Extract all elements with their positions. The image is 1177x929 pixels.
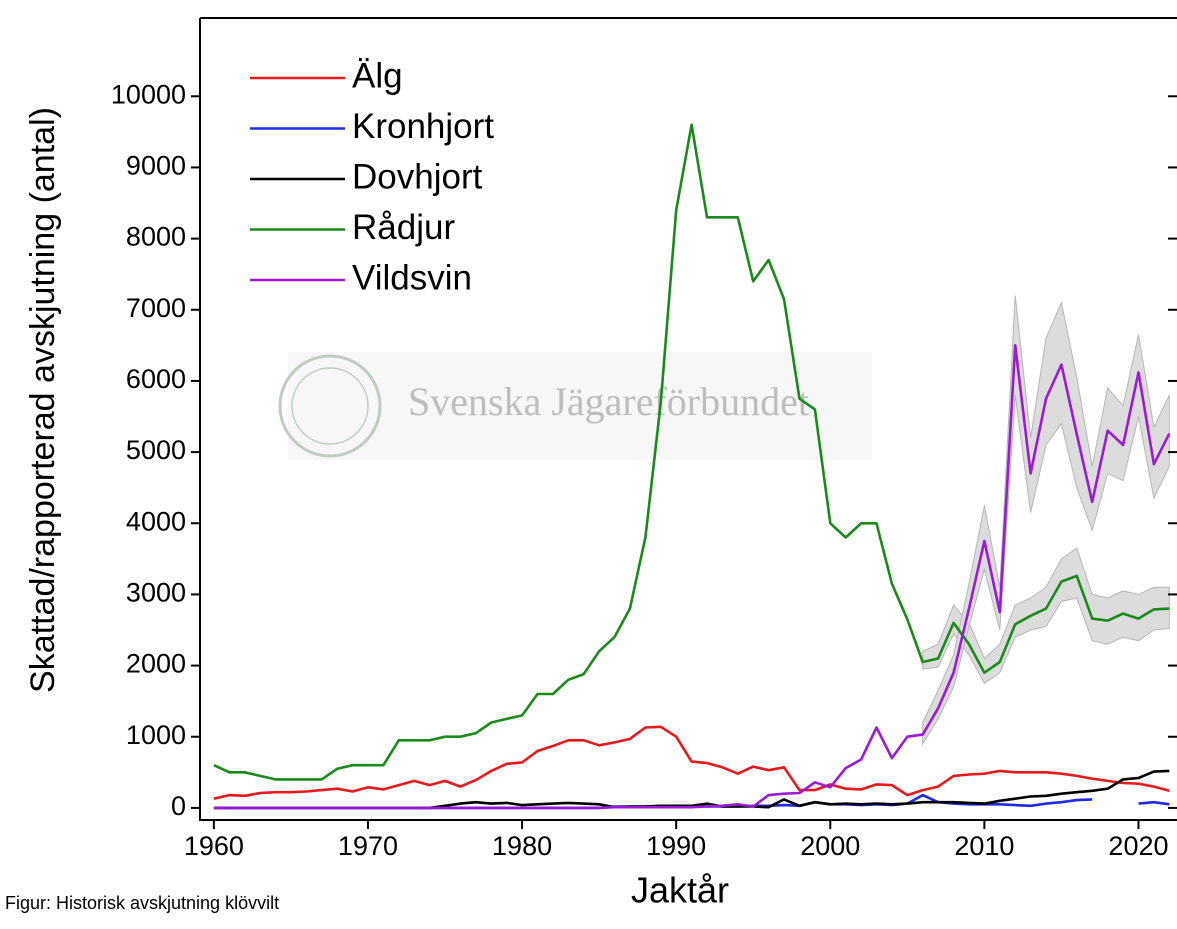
x-tick-label: 2010 [954, 831, 1014, 861]
y-tick-label: 4000 [126, 506, 186, 536]
confidence-band [922, 295, 1170, 746]
watermark: Svenska Jägareförbundet [278, 352, 872, 460]
y-tick-label: 10000 [111, 79, 186, 109]
x-tick-label: 1990 [646, 831, 706, 861]
legend-label: Älg [352, 56, 403, 95]
y-tick-label: 3000 [126, 578, 186, 608]
plot-area [213, 123, 1171, 810]
x-tick-label: 1960 [184, 831, 244, 861]
watermark-emblem [278, 354, 382, 458]
x-tick-label: 2020 [1108, 831, 1168, 861]
legend-label: Rådjur [352, 208, 455, 247]
x-tick-label: 1970 [338, 831, 398, 861]
watermark-bg [288, 352, 872, 460]
x-axis-label: Jaktår [631, 870, 729, 911]
y-tick-label: 8000 [126, 222, 186, 252]
y-tick-label: 5000 [126, 435, 186, 465]
x-tick-label: 1980 [492, 831, 552, 861]
y-tick-label: 2000 [126, 649, 186, 679]
y-tick-label: 1000 [126, 720, 186, 750]
legend-label: Vildsvin [352, 258, 472, 297]
watermark-text: Svenska Jägareförbundet [408, 379, 809, 424]
series-line [213, 344, 1171, 810]
legend-label: Dovhjort [352, 157, 483, 196]
y-tick-label: 0 [171, 791, 186, 821]
caption: Figur: Historisk avskjutning klövvilt [5, 893, 279, 913]
series-line [213, 725, 1170, 800]
confidence-band [922, 547, 1170, 685]
legend-label: Kronhjort [352, 107, 494, 146]
y-tick-label: 7000 [126, 293, 186, 323]
x-tick-label: 2000 [800, 831, 860, 861]
y-tick-label: 9000 [126, 151, 186, 181]
watermark-emblem-inner [291, 367, 369, 445]
series-line [213, 123, 1170, 781]
y-axis-label: Skattad/rapporterad avskjutning (antal) [24, 107, 62, 693]
y-tick-label: 6000 [126, 364, 186, 394]
